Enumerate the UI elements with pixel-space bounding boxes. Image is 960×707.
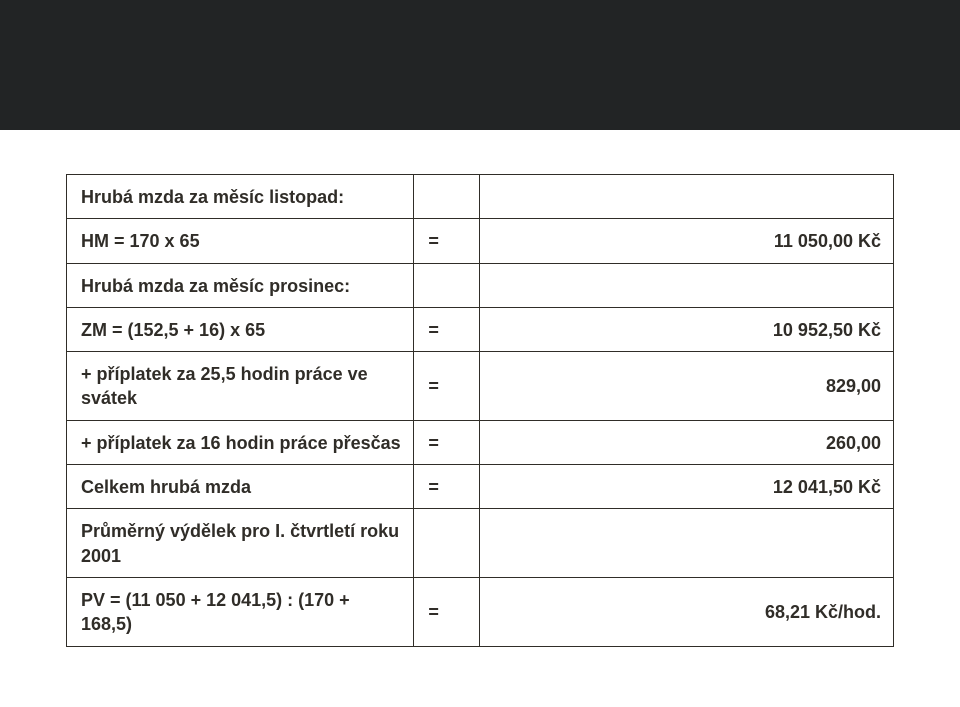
- row-equals: =: [414, 352, 480, 421]
- row-label: + příplatek za 25,5 hodin práce ve sváte…: [67, 352, 414, 421]
- row-value: 10 952,50 Kč: [480, 307, 894, 351]
- row-value: 829,00: [480, 352, 894, 421]
- row-label: HM = 170 x 65: [67, 219, 414, 263]
- row-equals: =: [414, 577, 480, 646]
- row-label: Hrubá mzda za měsíc listopad:: [67, 175, 414, 219]
- row-equals: =: [414, 420, 480, 464]
- table-row: Průměrný výdělek pro I. čtvrtletí roku 2…: [67, 509, 894, 578]
- row-equals: =: [414, 307, 480, 351]
- row-value: [480, 175, 894, 219]
- row-equals: =: [414, 465, 480, 509]
- row-label: PV = (11 050 + 12 041,5) : (170 + 168,5): [67, 577, 414, 646]
- row-value: [480, 509, 894, 578]
- row-label: Průměrný výdělek pro I. čtvrtletí roku 2…: [67, 509, 414, 578]
- table-row: Hrubá mzda za měsíc prosinec:: [67, 263, 894, 307]
- row-value: 11 050,00 Kč: [480, 219, 894, 263]
- header-band: [0, 0, 960, 130]
- row-equals: =: [414, 219, 480, 263]
- table-row: PV = (11 050 + 12 041,5) : (170 + 168,5)…: [67, 577, 894, 646]
- table-row: ZM = (152,5 + 16) x 65 = 10 952,50 Kč: [67, 307, 894, 351]
- row-value: 68,21 Kč/hod.: [480, 577, 894, 646]
- row-value: 260,00: [480, 420, 894, 464]
- row-label: Celkem hrubá mzda: [67, 465, 414, 509]
- row-value: 12 041,50 Kč: [480, 465, 894, 509]
- table-row: + příplatek za 25,5 hodin práce ve sváte…: [67, 352, 894, 421]
- table-row: Celkem hrubá mzda = 12 041,50 Kč: [67, 465, 894, 509]
- row-label: Hrubá mzda za měsíc prosinec:: [67, 263, 414, 307]
- calculation-table: Hrubá mzda za měsíc listopad: HM = 170 x…: [66, 174, 894, 647]
- table-row: HM = 170 x 65 = 11 050,00 Kč: [67, 219, 894, 263]
- row-equals: [414, 509, 480, 578]
- table-row: Hrubá mzda za měsíc listopad:: [67, 175, 894, 219]
- row-value: [480, 263, 894, 307]
- table-row: + příplatek za 16 hodin práce přesčas = …: [67, 420, 894, 464]
- row-equals: [414, 263, 480, 307]
- row-label: ZM = (152,5 + 16) x 65: [67, 307, 414, 351]
- content-area: Hrubá mzda za měsíc listopad: HM = 170 x…: [0, 130, 960, 647]
- row-label: + příplatek za 16 hodin práce přesčas: [67, 420, 414, 464]
- row-equals: [414, 175, 480, 219]
